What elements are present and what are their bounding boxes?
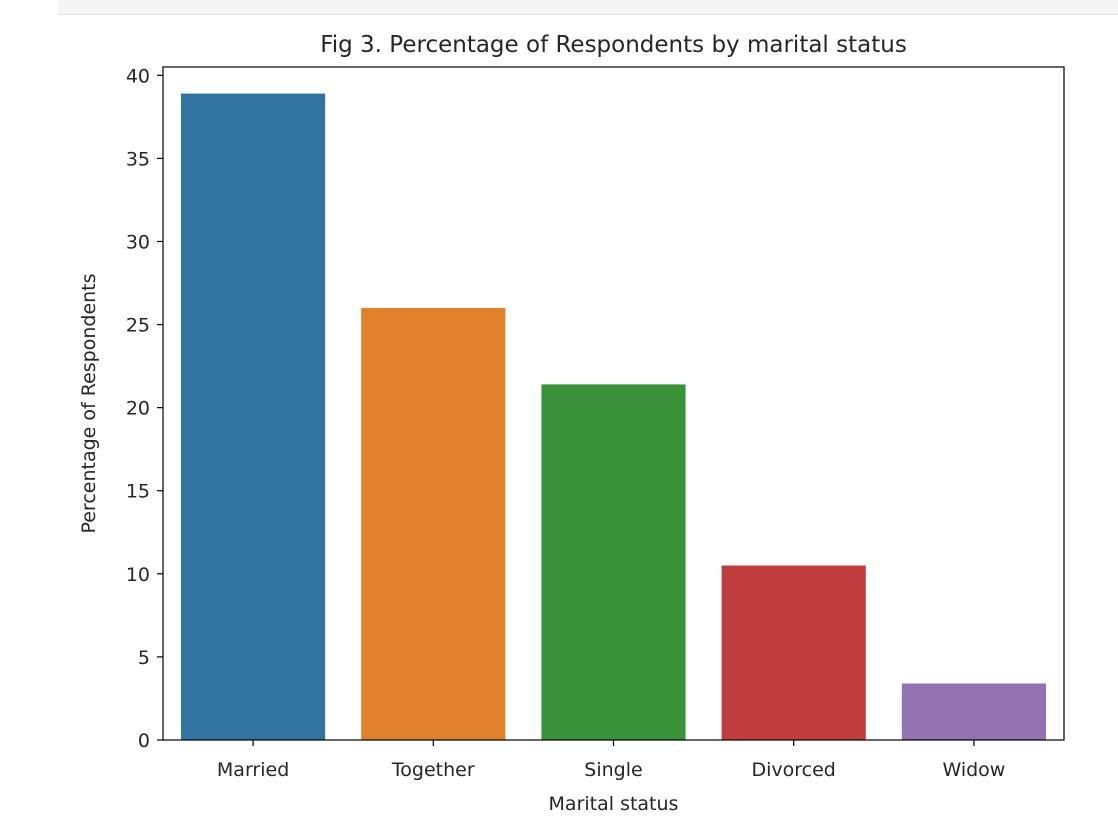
y-axis-label: Percentage of Respondents: [78, 273, 100, 533]
y-axis-ticks: 0 5 10 15 20 25 30 35 40: [126, 65, 163, 752]
y-tick-label: 5: [138, 647, 150, 669]
y-tick-label: 30: [126, 231, 150, 253]
chart-title: Fig 3. Percentage of Respondents by mari…: [320, 32, 907, 58]
notebook-output-top-border: [58, 0, 1118, 15]
y-tick-label: 10: [126, 564, 150, 586]
x-axis-ticks: Married Together Single Divorced Widow: [217, 740, 1005, 781]
x-tick-label: Together: [391, 759, 475, 781]
bars-group: [181, 93, 1046, 741]
y-tick-label: 25: [126, 315, 150, 337]
axes-frame: [162, 66, 1065, 741]
y-tick-label: 40: [126, 65, 150, 87]
bar-single: [541, 384, 686, 740]
bar-divorced: [721, 565, 866, 740]
bar-widow: [901, 683, 1046, 740]
bar-together: [361, 307, 506, 740]
bar-married: [181, 93, 326, 741]
y-tick-label: 15: [126, 481, 150, 503]
x-tick-label: Widow: [942, 759, 1005, 781]
x-axis-label: Marital status: [549, 793, 679, 815]
y-tick-label: 35: [126, 148, 150, 170]
x-tick-label: Single: [584, 759, 642, 781]
y-tick-label: 20: [126, 398, 150, 420]
x-tick-label: Married: [217, 759, 289, 781]
x-tick-label: Divorced: [752, 759, 836, 781]
y-tick-label: 0: [138, 730, 150, 752]
